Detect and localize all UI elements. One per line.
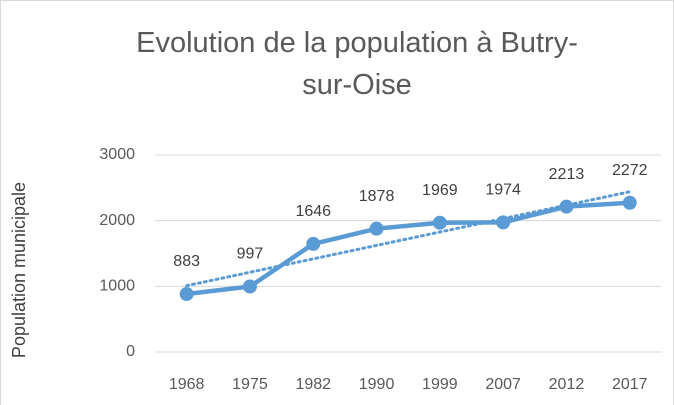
- data-point: [559, 199, 574, 214]
- y-tick-label: 3000: [99, 146, 135, 163]
- y-tick-label: 2000: [99, 212, 135, 229]
- chart-title: Evolution de la population à Butry-sur-O…: [136, 27, 578, 101]
- y-tick-label: 0: [126, 343, 135, 360]
- x-tick-label: 2012: [549, 376, 585, 393]
- data-label: 1878: [359, 188, 395, 205]
- data-point: [179, 287, 194, 302]
- data-label: 997: [237, 246, 264, 263]
- data-line: [186, 200, 630, 297]
- data-point: [306, 236, 321, 251]
- data-label: 1974: [485, 182, 521, 199]
- y-axis-label: Population municipale: [9, 182, 29, 358]
- x-tick-label: 2007: [485, 376, 521, 393]
- data-label: 2272: [612, 162, 648, 179]
- x-tick-label: 1990: [359, 376, 395, 393]
- data-label: 1969: [422, 182, 458, 199]
- data-point: [622, 195, 637, 210]
- x-tick-label: 1999: [422, 376, 458, 393]
- x-tick-label: 1968: [169, 376, 205, 393]
- x-tick-label: 1982: [295, 376, 331, 393]
- data-label: 2213: [549, 166, 585, 183]
- data-point: [496, 215, 511, 230]
- y-tick-label: 1000: [99, 278, 135, 295]
- data-label: 883: [173, 253, 200, 270]
- x-tick-label: 2017: [612, 376, 648, 393]
- data-point: [369, 221, 384, 236]
- data-label: 1646: [295, 203, 331, 220]
- x-tick-label: 1975: [232, 376, 268, 393]
- data-point: [432, 215, 447, 230]
- data-point: [242, 279, 257, 294]
